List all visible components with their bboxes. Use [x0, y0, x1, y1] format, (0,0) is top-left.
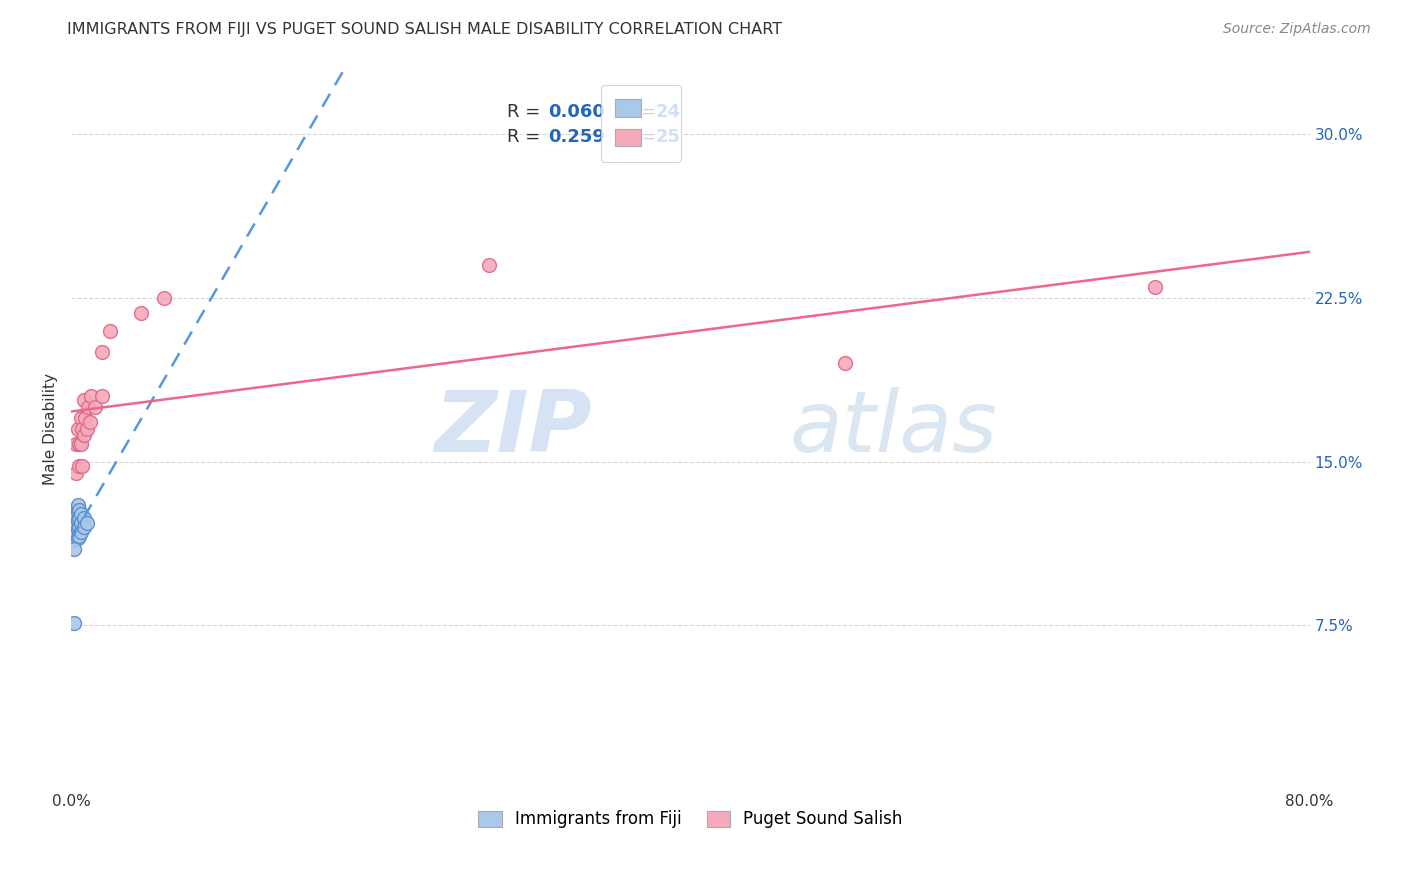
Point [67, 529, 90, 543]
Point [69, 507, 91, 521]
Point [79, 415, 101, 429]
Point [66, 514, 89, 528]
Point [63, 616, 86, 631]
Point [69, 411, 91, 425]
Point [66, 498, 89, 512]
Point [80, 389, 103, 403]
Text: 0.060: 0.060 [548, 103, 605, 120]
Point [66, 422, 89, 436]
Point [91, 389, 114, 403]
Point [65, 507, 87, 521]
Point [478, 258, 501, 272]
Point [63, 516, 86, 530]
Point [73, 428, 96, 442]
Point [83, 400, 105, 414]
Y-axis label: Male Disability: Male Disability [44, 373, 58, 485]
Text: R =: R = [508, 103, 546, 120]
Point [153, 291, 176, 305]
Text: 0.259: 0.259 [548, 128, 605, 146]
Point [69, 437, 91, 451]
Point [73, 511, 96, 525]
Point [69, 524, 91, 539]
Point [129, 306, 152, 320]
Text: N =: N = [623, 103, 662, 120]
Text: Source: ZipAtlas.com: Source: ZipAtlas.com [1223, 22, 1371, 37]
Point [65, 524, 87, 539]
Point [73, 393, 96, 408]
Point [69, 516, 91, 530]
Point [70, 458, 93, 473]
Point [63, 524, 86, 539]
Point [98, 324, 121, 338]
Point [73, 520, 96, 534]
Point [67, 520, 90, 534]
Point [67, 511, 90, 525]
Point [65, 516, 87, 530]
Point [65, 466, 87, 480]
Point [66, 505, 89, 519]
Text: 25: 25 [655, 128, 681, 146]
Point [66, 522, 89, 536]
Point [834, 356, 856, 370]
Point [76, 516, 98, 530]
Text: IMMIGRANTS FROM FIJI VS PUGET SOUND SALISH MALE DISABILITY CORRELATION CHART: IMMIGRANTS FROM FIJI VS PUGET SOUND SALI… [67, 22, 783, 37]
Point [70, 422, 93, 436]
Text: N =: N = [623, 128, 662, 146]
Text: R =: R = [508, 128, 546, 146]
Point [75, 411, 97, 425]
Legend: Immigrants from Fiji, Puget Sound Salish: Immigrants from Fiji, Puget Sound Salish [471, 804, 910, 835]
Point [1143, 280, 1166, 294]
Point [65, 437, 87, 451]
Text: 24: 24 [655, 103, 681, 120]
Point [67, 502, 90, 516]
Point [77, 400, 100, 414]
Point [67, 437, 90, 451]
Point [63, 502, 86, 516]
Point [76, 422, 98, 436]
Text: atlas: atlas [790, 387, 997, 470]
Point [67, 458, 90, 473]
Point [63, 541, 86, 556]
Point [91, 345, 114, 359]
Text: ZIP: ZIP [433, 387, 592, 470]
Point [63, 509, 86, 524]
Point [63, 533, 86, 548]
Point [66, 531, 89, 545]
